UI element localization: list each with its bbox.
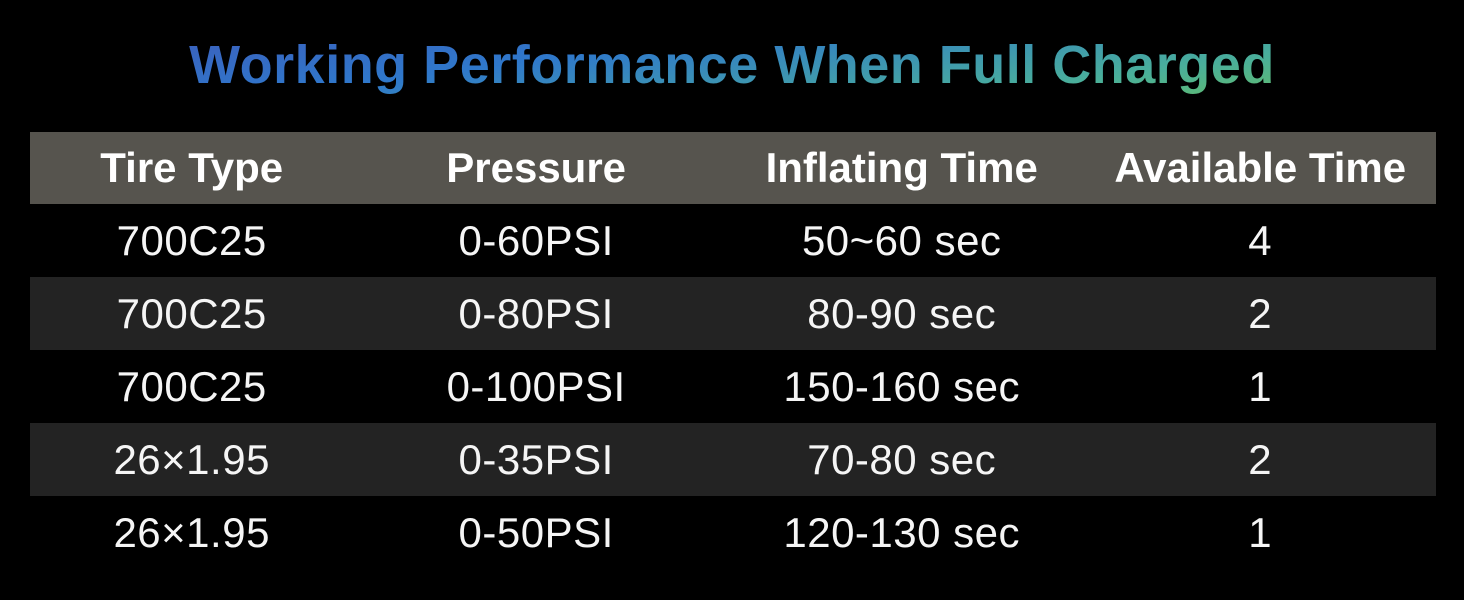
table-row: 700C25 0-100PSI 150-160 sec 1 [30,350,1436,423]
column-header-pressure: Pressure [446,144,627,191]
table-cell-inflating-time: 70-80 sec [807,435,997,483]
table-cell-tire-type: 700C25 [116,216,267,264]
table-row: 700C25 0-60PSI 50~60 sec 4 [30,204,1436,277]
table-cell-available-time: 1 [1248,508,1273,556]
table-cell-tire-type: 700C25 [116,289,267,337]
table-row: 700C25 0-80PSI 80-90 sec 2 [30,277,1436,350]
table-cell-available-time: 2 [1248,435,1273,483]
table-cell-pressure: 0-60PSI [458,216,614,264]
table-cell-pressure: 0-80PSI [458,289,614,337]
table-cell-pressure: 0-35PSI [458,435,614,483]
table-cell-inflating-time: 150-160 sec [783,362,1021,410]
table-cell-inflating-time: 120-130 sec [783,508,1021,556]
table-cell-inflating-time: 50~60 sec [801,216,1002,264]
table-cell-tire-type: 700C25 [116,362,267,410]
page-title: Working Performance When Full Charged [0,30,1464,100]
table-cell-pressure: 0-50PSI [458,508,614,556]
column-header-available-time: Available Time [1114,144,1407,191]
table-cell-pressure: 0-100PSI [446,362,626,410]
table-cell-available-time: 4 [1248,216,1273,264]
table-header-row: Tire Type Pressure Inflating Time Availa… [30,132,1436,204]
table-cell-available-time: 2 [1248,289,1273,337]
table-row: 26×1.95 0-50PSI 120-130 sec 1 [30,496,1436,569]
table-cell-tire-type: 26×1.95 [113,508,270,556]
table-cell-available-time: 1 [1248,362,1273,410]
table-cell-tire-type: 26×1.95 [113,435,270,483]
column-header-inflating-time: Inflating Time [765,144,1038,191]
table-row: 26×1.95 0-35PSI 70-80 sec 2 [30,423,1436,496]
column-header-tire-type: Tire Type [100,144,284,191]
table-cell-inflating-time: 80-90 sec [807,289,997,337]
performance-table: Tire Type Pressure Inflating Time Availa… [30,132,1436,569]
